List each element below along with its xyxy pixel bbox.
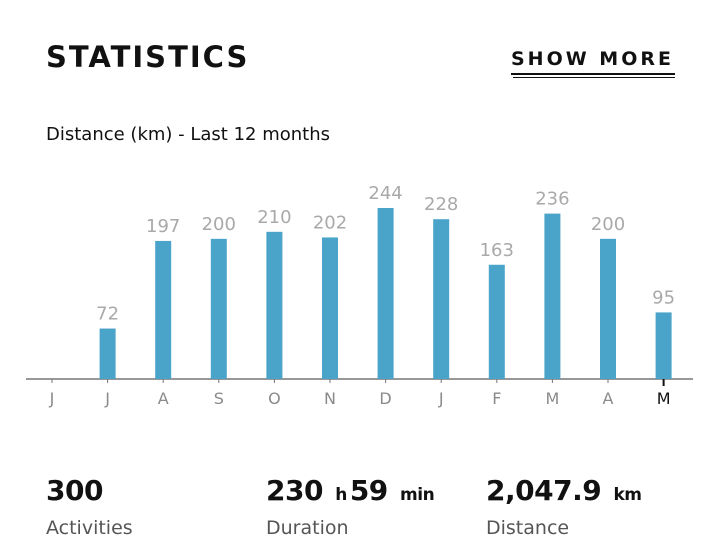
- stat-distance-label: Distance: [486, 517, 570, 539]
- show-more-button[interactable]: SHOW MORE: [511, 48, 675, 78]
- bar: [544, 213, 561, 379]
- x-tick-label: N: [324, 389, 336, 408]
- stat-number: 300: [46, 474, 103, 507]
- bar-value-label: 200: [202, 214, 236, 235]
- bar: [488, 264, 505, 379]
- bar-value-label: 228: [424, 194, 458, 215]
- bar-value-label: 95: [652, 287, 675, 308]
- x-tick-label: A: [158, 389, 169, 408]
- x-tick-label: M: [545, 389, 559, 408]
- stat-unit: min: [400, 485, 435, 505]
- x-tick-label: O: [268, 389, 281, 408]
- bar: [210, 238, 227, 379]
- bar-value-label: 202: [313, 212, 347, 233]
- x-tick-label: J: [438, 389, 444, 408]
- stat-duration-label: Duration: [266, 517, 349, 539]
- distance-bar-chart: J 72 J 197 A 200 S 210 O 202 N 244 D 228 J 163 F 236 M 200 A…: [26, 183, 693, 408]
- stat-activities-label: Activities: [46, 517, 133, 539]
- bar-value-label: 200: [591, 214, 625, 235]
- bar: [600, 238, 616, 379]
- bar: [322, 237, 338, 379]
- x-tick-label: F: [492, 389, 501, 408]
- bar: [99, 328, 116, 379]
- bar-value-label: 72: [96, 304, 119, 325]
- stat-duration: 230 h 59 min Duration: [266, 474, 437, 539]
- x-tick-label: A: [603, 389, 614, 408]
- bar-value-label: 197: [146, 216, 180, 237]
- bar: [433, 219, 450, 379]
- stat-unit: km: [613, 485, 642, 505]
- stat-duration-value: 230 h 59 min: [266, 474, 437, 507]
- show-more-underline: [511, 73, 675, 78]
- stat-number: 230: [266, 474, 323, 507]
- stat-activities: 300 Activities: [46, 474, 133, 539]
- section-title: STATISTICS: [46, 40, 250, 74]
- stat-distance-value: 2,047.9 km: [486, 474, 644, 507]
- stat-number: 2,047.9: [486, 474, 602, 507]
- bar-value-label: 210: [257, 207, 291, 228]
- bar: [377, 208, 394, 379]
- show-more-label: SHOW MORE: [511, 48, 674, 70]
- x-tick-label: D: [379, 389, 391, 408]
- x-tick-label: M: [657, 389, 671, 408]
- x-tick-label: S: [214, 389, 224, 408]
- stat-unit: h: [335, 485, 347, 505]
- chart-subtitle: Distance (km) - Last 12 months: [46, 124, 331, 145]
- bar: [655, 312, 672, 379]
- bar: [155, 240, 172, 379]
- stat-distance: 2,047.9 km Distance: [486, 474, 644, 539]
- stat-activities-value: 300: [46, 474, 133, 507]
- bar: [266, 231, 283, 379]
- stat-number: 59: [349, 474, 388, 507]
- bar-value-label: 236: [535, 189, 569, 210]
- bar-value-label: 244: [368, 183, 402, 204]
- x-tick-label: J: [49, 389, 55, 408]
- x-tick-label: J: [104, 389, 110, 408]
- bar-value-label: 163: [480, 240, 514, 261]
